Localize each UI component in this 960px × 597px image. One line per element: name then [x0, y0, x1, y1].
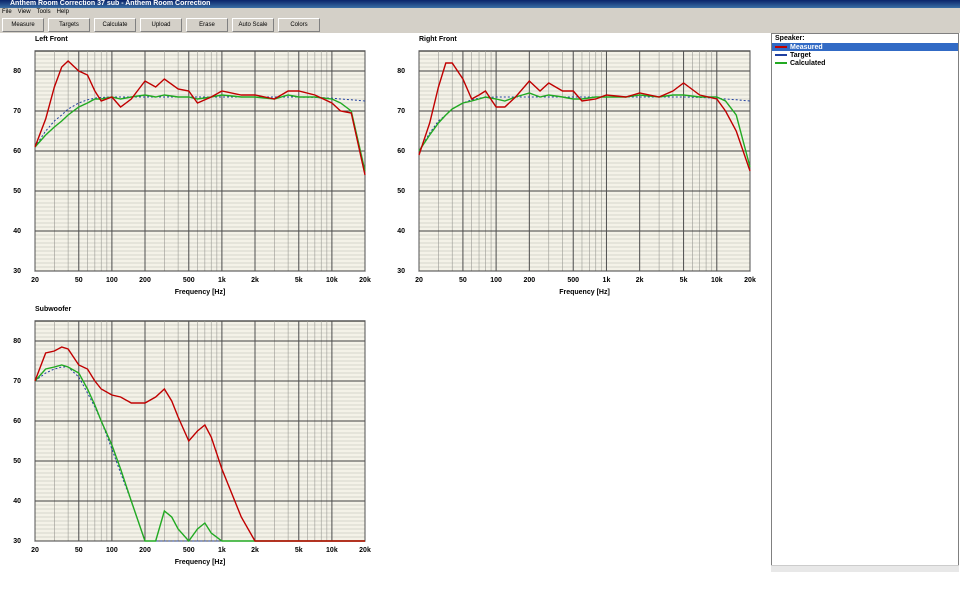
menu-item[interactable]: Help	[56, 9, 69, 15]
y-tick-label: 70	[13, 108, 21, 115]
legend-item[interactable]: Measured	[772, 43, 958, 51]
toolbar-button[interactable]: Calculate	[94, 18, 136, 32]
x-tick-label: 10k	[326, 547, 338, 554]
menu-item[interactable]: File	[2, 9, 12, 15]
x-tick-label: 200	[139, 547, 151, 554]
x-axis-label: Frequency [Hz]	[559, 289, 610, 296]
y-tick-label: 50	[13, 458, 21, 465]
x-tick-label: 100	[106, 547, 118, 554]
x-tick-label: 20k	[359, 277, 371, 284]
toolbar-button[interactable]: Auto Scale	[232, 18, 274, 32]
x-tick-label: 500	[183, 547, 195, 554]
y-tick-label: 60	[13, 418, 21, 425]
x-tick-label: 20	[31, 277, 39, 284]
toolbar-button[interactable]: Upload	[140, 18, 182, 32]
y-tick-label: 50	[397, 188, 405, 195]
series-line	[418, 92, 751, 168]
x-tick-label: 2k	[251, 547, 259, 554]
x-tick-label: 1k	[218, 277, 226, 284]
y-tick-label: 30	[13, 538, 21, 545]
legend-swatch	[775, 62, 787, 64]
x-tick-label: 20k	[359, 547, 371, 554]
y-tick-label: 50	[13, 188, 21, 195]
toolbar-button[interactable]: Measure	[2, 18, 44, 32]
x-tick-label: 20	[31, 547, 39, 554]
legend-label: Target	[790, 51, 811, 59]
legend: Speaker: Measured Target Calculated	[771, 33, 959, 570]
menu-bar: File View Tools Help	[0, 8, 960, 17]
legend-item[interactable]: Calculated	[772, 59, 958, 67]
series-line	[34, 60, 366, 176]
menu-item[interactable]: View	[17, 9, 31, 15]
window-title: Anthem Room Correction 37 sub - Anthem R…	[0, 0, 960, 8]
chart-title: Right Front	[419, 36, 457, 43]
x-tick-label: 500	[183, 277, 195, 284]
x-tick-label: 1k	[218, 547, 226, 554]
y-tick-label: 30	[13, 268, 21, 275]
x-tick-label: 10k	[326, 277, 338, 284]
y-tick-label: 60	[13, 148, 21, 155]
scrollbar[interactable]	[771, 565, 959, 572]
x-tick-label: 20k	[744, 277, 756, 284]
y-tick-label: 70	[13, 378, 21, 385]
series-line	[34, 364, 365, 543]
y-tick-label: 80	[13, 68, 21, 75]
x-tick-label: 20	[415, 277, 423, 284]
series-line	[34, 94, 366, 172]
x-tick-label: 50	[75, 277, 83, 284]
x-tick-label: 1k	[603, 277, 611, 284]
x-tick-label: 5k	[295, 547, 303, 554]
x-tick-label: 10k	[711, 277, 723, 284]
menu-item[interactable]: Tools	[36, 9, 51, 15]
y-tick-label: 30	[397, 268, 405, 275]
x-tick-label: 2k	[251, 277, 259, 284]
legend-label: Measured	[790, 43, 823, 51]
plot-area	[418, 50, 751, 272]
y-tick-label: 70	[397, 108, 405, 115]
x-tick-label: 5k	[295, 277, 303, 284]
x-tick-label: 5k	[680, 277, 688, 284]
toolbar-button[interactable]: Targets	[48, 18, 90, 32]
y-tick-label: 40	[13, 228, 21, 235]
legend-label: Calculated	[790, 59, 826, 67]
toolbar: Measure Targets Calculate Upload Erase Auto S…	[0, 17, 960, 33]
series-line	[34, 346, 365, 542]
legend-title: Speaker:	[775, 35, 805, 42]
series-line	[34, 366, 365, 542]
series-line	[34, 96, 366, 148]
x-tick-label: 500	[567, 277, 579, 284]
x-tick-label: 100	[490, 277, 502, 284]
plot-area	[34, 50, 366, 272]
series-line	[418, 62, 751, 172]
legend-item[interactable]: Target	[772, 51, 958, 59]
x-axis-label: Frequency [Hz]	[175, 559, 226, 566]
legend-swatch	[775, 46, 787, 48]
y-tick-label: 80	[397, 68, 405, 75]
x-tick-label: 50	[459, 277, 467, 284]
x-axis-label: Frequency [Hz]	[175, 289, 226, 296]
charts: Left Front Frequency [Hz] 30 40 50 60 70 80 20 50…	[13, 36, 756, 566]
toolbar-button[interactable]: Erase	[186, 18, 228, 32]
x-tick-label: 200	[139, 277, 151, 284]
chart-title: Subwoofer	[35, 306, 71, 313]
x-tick-label: 100	[106, 277, 118, 284]
plot-area	[34, 320, 366, 542]
y-tick-label: 40	[13, 498, 21, 505]
y-tick-label: 40	[397, 228, 405, 235]
x-tick-label: 50	[75, 547, 83, 554]
y-tick-label: 80	[13, 338, 21, 345]
legend-swatch	[775, 54, 787, 56]
chart-title: Left Front	[35, 36, 68, 43]
x-tick-label: 200	[523, 277, 535, 284]
y-tick-label: 60	[397, 148, 405, 155]
x-tick-label: 2k	[636, 277, 644, 284]
toolbar-button[interactable]: Colors	[278, 18, 320, 32]
